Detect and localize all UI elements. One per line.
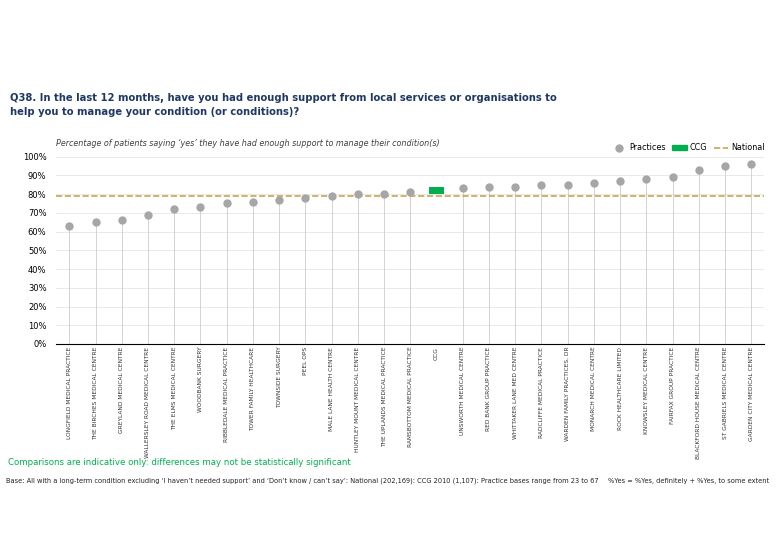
Text: Ipsos MORI: Ipsos MORI [6, 508, 55, 517]
Text: GARDEN CITY MEDICAL CENTRE: GARDEN CITY MEDICAL CENTRE [749, 347, 753, 441]
Text: THE BIRCHES MEDICAL CENTRE: THE BIRCHES MEDICAL CENTRE [93, 347, 98, 440]
Text: Support with managing long-term health conditions:
how the CCG’s practices compa: Support with managing long-term health c… [10, 19, 447, 56]
Text: Percentage of patients saying ‘yes’ they have had enough support to manage their: Percentage of patients saying ‘yes’ they… [56, 139, 440, 148]
Text: TOWER FAMILY HEALTHCARE: TOWER FAMILY HEALTHCARE [250, 347, 255, 431]
Text: ST GABRIELS MEDICAL CENTRE: ST GABRIELS MEDICAL CENTRE [722, 347, 728, 439]
Text: RED BANK GROUP PRACTICE: RED BANK GROUP PRACTICE [487, 347, 491, 431]
Text: RADCLIFFE MEDICAL PRACTICE: RADCLIFFE MEDICAL PRACTICE [539, 347, 544, 437]
Text: LONGFIELD MEDICAL PRACTICE: LONGFIELD MEDICAL PRACTICE [67, 347, 72, 439]
Text: PEEL OPS: PEEL OPS [303, 347, 308, 375]
Text: WOODBANK SURGERY: WOODBANK SURGERY [198, 347, 203, 412]
Text: WHITTAKER LANE MED CENTRE: WHITTAKER LANE MED CENTRE [512, 347, 518, 439]
Text: THE ELMS MEDICAL CENTRE: THE ELMS MEDICAL CENTRE [172, 347, 177, 430]
Text: CCG: CCG [434, 347, 439, 360]
Text: ipsos
mori: ipsos mori [742, 515, 760, 526]
Text: UNSWORTH MEDICAL CENTRE: UNSWORTH MEDICAL CENTRE [460, 347, 465, 435]
Text: KNOWSLEY MEDICAL CENTRE: KNOWSLEY MEDICAL CENTRE [644, 347, 649, 434]
Text: RAMSBOTTOM MEDICAL PRACTICE: RAMSBOTTOM MEDICAL PRACTICE [408, 347, 413, 448]
Text: ROCK HEALTHCARE LIMITED: ROCK HEALTHCARE LIMITED [618, 347, 622, 429]
Text: MALE LANE HEALTH CENTRE: MALE LANE HEALTH CENTRE [329, 347, 334, 430]
Legend: Practices, CCG, National: Practices, CCG, National [608, 140, 768, 156]
Text: RIBBLEDALE MEDICAL PRACTICE: RIBBLEDALE MEDICAL PRACTICE [224, 347, 229, 442]
Text: BLACKFORD HOUSE MEDICAL CENTRE: BLACKFORD HOUSE MEDICAL CENTRE [697, 347, 701, 460]
Text: Q38. In the last 12 months, have you had enough support from local services or o: Q38. In the last 12 months, have you had… [10, 93, 557, 117]
Text: TOWNSIDE SURGERY: TOWNSIDE SURGERY [277, 347, 282, 408]
Text: GREYLAND MEDICAL CENTRE: GREYLAND MEDICAL CENTRE [119, 347, 124, 433]
Text: Comparisons are indicative only: differences may not be statistically significan: Comparisons are indicative only: differe… [8, 458, 350, 467]
Text: %Yes = %Yes, definitely + %Yes, to some extent: %Yes = %Yes, definitely + %Yes, to some … [608, 477, 770, 484]
Text: THE UPLANDS MEDICAL PRACTICE: THE UPLANDS MEDICAL PRACTICE [381, 347, 387, 447]
Text: WARDEN FAMILY PRACTICES, DR: WARDEN FAMILY PRACTICES, DR [566, 347, 570, 441]
Text: © Ipsos MORI    18-042653-01 | Version 1 | Public: © Ipsos MORI 18-042653-01 | Version 1 | … [6, 533, 143, 539]
Text: MONARCH MEDICAL CENTRE: MONARCH MEDICAL CENTRE [591, 347, 597, 431]
Text: FAIRFAX GROUP PRACTICE: FAIRFAX GROUP PRACTICE [670, 347, 675, 424]
Text: Base: All with a long-term condition excluding ‘I haven’t needed support’ and ‘D: Base: All with a long-term condition exc… [6, 477, 599, 484]
Text: 37: 37 [381, 514, 399, 528]
Bar [429, 187, 444, 194]
Text: HUNTLEY MOUNT MEDICAL CENTRE: HUNTLEY MOUNT MEDICAL CENTRE [356, 347, 360, 452]
Text: WALLERSLEY ROAD MEDICAL CENTRE: WALLERSLEY ROAD MEDICAL CENTRE [145, 347, 151, 458]
Text: Social Research Institute: Social Research Institute [6, 521, 84, 525]
